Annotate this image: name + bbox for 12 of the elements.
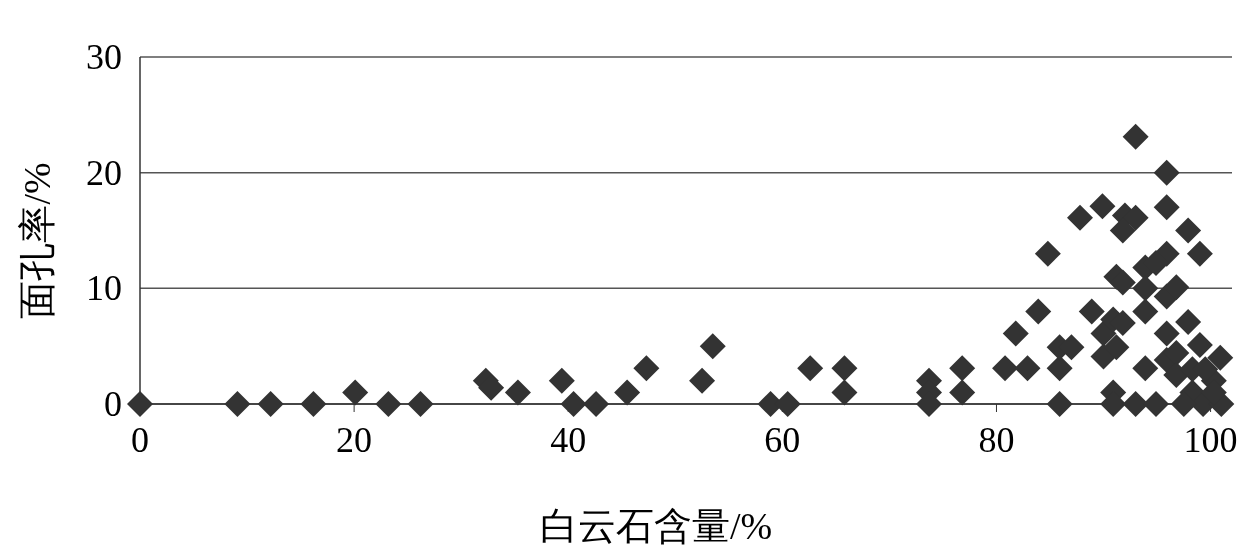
y-axis-title: 面孔率/% [16,162,58,319]
y-tick-label: 30 [86,37,122,77]
x-tick-label: 40 [550,420,587,460]
y-tick-label: 0 [104,384,122,424]
x-axis-title: 白云石含量/% [539,505,773,547]
y-tick-label: 10 [86,268,122,309]
x-tick-label: 60 [764,420,801,460]
y-tick-label: 20 [86,152,122,193]
x-tick-label: 100 [1183,420,1238,460]
x-tick-label: 80 [978,420,1015,460]
x-tick-label: 20 [336,420,373,460]
x-tick-label: 0 [131,420,149,460]
